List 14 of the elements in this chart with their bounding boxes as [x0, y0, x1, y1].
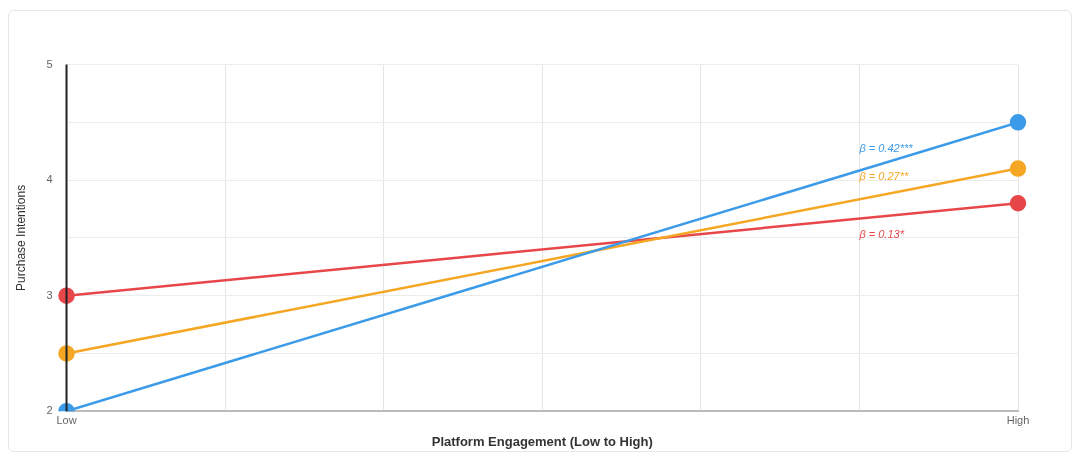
y-axis-title: Purchase Intentions: [13, 184, 28, 291]
y-tick-label: 5: [46, 57, 53, 70]
x-tick-label: Low: [56, 413, 77, 426]
x-axis-title: Platform Engagement (Low to High): [431, 433, 653, 449]
y-tick-label: 2: [46, 404, 53, 417]
annotation: β = 0.42***: [858, 141, 914, 154]
x-tick-label: High: [1006, 413, 1030, 426]
y-tick-label: 3: [46, 288, 53, 301]
point: [1009, 194, 1027, 212]
point: [1009, 160, 1027, 177]
point: [1009, 114, 1027, 131]
annotation: β = 0.27**: [858, 170, 909, 183]
y-tick-label: 4: [46, 173, 53, 186]
annotation: β = 0.13*: [858, 227, 905, 240]
